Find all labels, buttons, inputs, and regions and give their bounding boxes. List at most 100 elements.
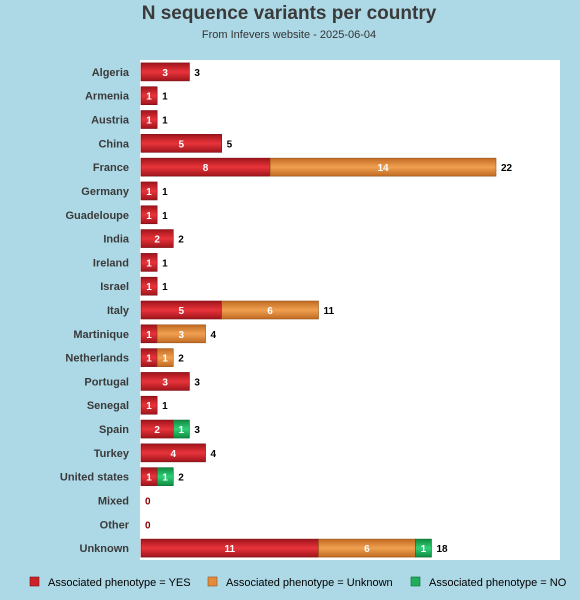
chart-title: N sequence variants per country [142, 3, 437, 24]
bar-segment-unknown [156, 324, 206, 344]
segment-value-label: 5 [179, 139, 185, 150]
total-value-label: 11 [324, 306, 335, 317]
legend: Associated phenotype = YES Associated phe… [29, 576, 567, 589]
segment-value-label: 3 [179, 330, 185, 341]
category-label: Italy [107, 305, 130, 317]
total-value-label: 4 [211, 330, 217, 341]
total-value-label: 1 [162, 92, 168, 103]
total-value-label: 1 [162, 282, 168, 293]
bar-segment-yes [140, 229, 174, 248]
total-value-label: 2 [178, 354, 184, 365]
segment-value-label: 1 [162, 473, 168, 484]
segment-value-label: 1 [146, 211, 152, 222]
segment-value-label: 11 [224, 544, 235, 555]
total-value-label: 0 [145, 496, 151, 507]
segment-value-label: 1 [146, 354, 152, 365]
bar-segment-yes [140, 62, 190, 82]
segment-value-label: 1 [146, 92, 152, 103]
category-label: Ireland [93, 257, 129, 269]
legend-swatch-no [410, 576, 421, 587]
total-value-label: 0 [145, 520, 151, 531]
segment-value-label: 6 [267, 306, 273, 317]
segment-value-label: 1 [146, 401, 152, 412]
total-value-label: 3 [194, 377, 200, 388]
category-label: France [93, 162, 129, 174]
total-value-label: 5 [227, 139, 233, 150]
category-label: Mixed [98, 495, 129, 507]
bar-segment-unknown [269, 157, 497, 177]
legend-swatch-yes [29, 576, 40, 587]
category-label: Turkey [94, 448, 130, 460]
category-label: Israel [100, 281, 129, 293]
segment-value-label: 4 [170, 449, 176, 460]
total-value-label: 1 [162, 258, 168, 269]
category-label: Algeria [92, 67, 130, 79]
category-label: Germany [81, 186, 130, 198]
legend-label: Associated phenotype = Unknown [226, 577, 393, 589]
total-value-label: 2 [178, 235, 184, 246]
category-label: Netherlands [65, 353, 129, 365]
category-label: Unknown [80, 543, 130, 555]
bar-segment-unknown [156, 348, 174, 367]
bar-segment-yes [140, 205, 158, 225]
total-value-label: 1 [162, 187, 168, 198]
bar-segment-yes [140, 134, 222, 153]
bar-segment-yes [140, 110, 158, 129]
total-value-label: 4 [211, 449, 217, 460]
legend-swatch-unknown [207, 576, 218, 587]
segment-value-label: 1 [146, 330, 152, 341]
bar-segment-no [172, 419, 190, 439]
chart-subtitle: From Infevers website - 2025-06-04 [202, 29, 376, 41]
segment-value-label: 1 [146, 187, 152, 198]
total-value-label: 3 [194, 68, 200, 79]
bar-segment-yes [140, 443, 206, 463]
segment-value-label: 1 [146, 116, 152, 127]
total-value-label: 3 [194, 425, 200, 436]
bar-segment-yes [140, 181, 158, 201]
bar-segment-yes [140, 253, 158, 272]
segment-value-label: 5 [179, 306, 185, 317]
segment-value-label: 3 [162, 68, 168, 79]
category-label: Martinique [73, 329, 129, 341]
total-value-label: 18 [436, 544, 448, 555]
category-label: Austria [91, 115, 130, 127]
segment-value-label: 1 [146, 258, 152, 269]
category-labels: Algeria Armenia Austria China France Germany G… [60, 67, 130, 555]
segment-value-label: 1 [179, 425, 185, 436]
category-label: Other [100, 519, 130, 531]
segment-value-label: 1 [146, 282, 152, 293]
total-value-label: 1 [162, 401, 168, 412]
bar-segment-yes [140, 276, 158, 296]
bar-segment-unknown [221, 300, 319, 320]
bar-segment-yes [140, 372, 190, 391]
category-label: China [98, 138, 129, 150]
segment-value-label: 14 [377, 163, 389, 174]
category-label: United states [60, 472, 129, 484]
category-label: India [103, 234, 130, 246]
segment-value-label: 1 [162, 354, 168, 365]
bar-segment-yes [140, 395, 158, 415]
segment-value-label: 2 [154, 425, 160, 436]
segment-value-label: 1 [421, 544, 427, 555]
category-label: Portugal [84, 376, 129, 388]
segment-value-label: 3 [162, 377, 168, 388]
total-value-label: 1 [162, 211, 168, 222]
legend-label: Associated phenotype = YES [48, 577, 191, 589]
total-value-label: 22 [501, 163, 513, 174]
category-label: Spain [99, 424, 129, 436]
category-label: Armenia [85, 91, 130, 103]
segment-value-label: 6 [364, 544, 370, 555]
bar-segment-yes [140, 86, 158, 106]
category-label: Guadeloupe [65, 210, 129, 222]
category-label: Senegal [87, 400, 129, 412]
total-value-label: 2 [178, 473, 184, 484]
bar-segment-no [415, 538, 432, 558]
segment-value-label: 2 [154, 235, 160, 246]
legend-label: Associated phenotype = NO [429, 577, 567, 589]
total-value-label: 1 [162, 116, 168, 127]
segment-value-label: 8 [203, 163, 209, 174]
segment-value-label: 1 [146, 473, 152, 484]
bar-segment-no [156, 467, 174, 486]
bars: 3 31 11 15 58 14 221 11 12 21 11 15 6 111 3 41 1 23 31 12 1 3… [140, 62, 513, 558]
